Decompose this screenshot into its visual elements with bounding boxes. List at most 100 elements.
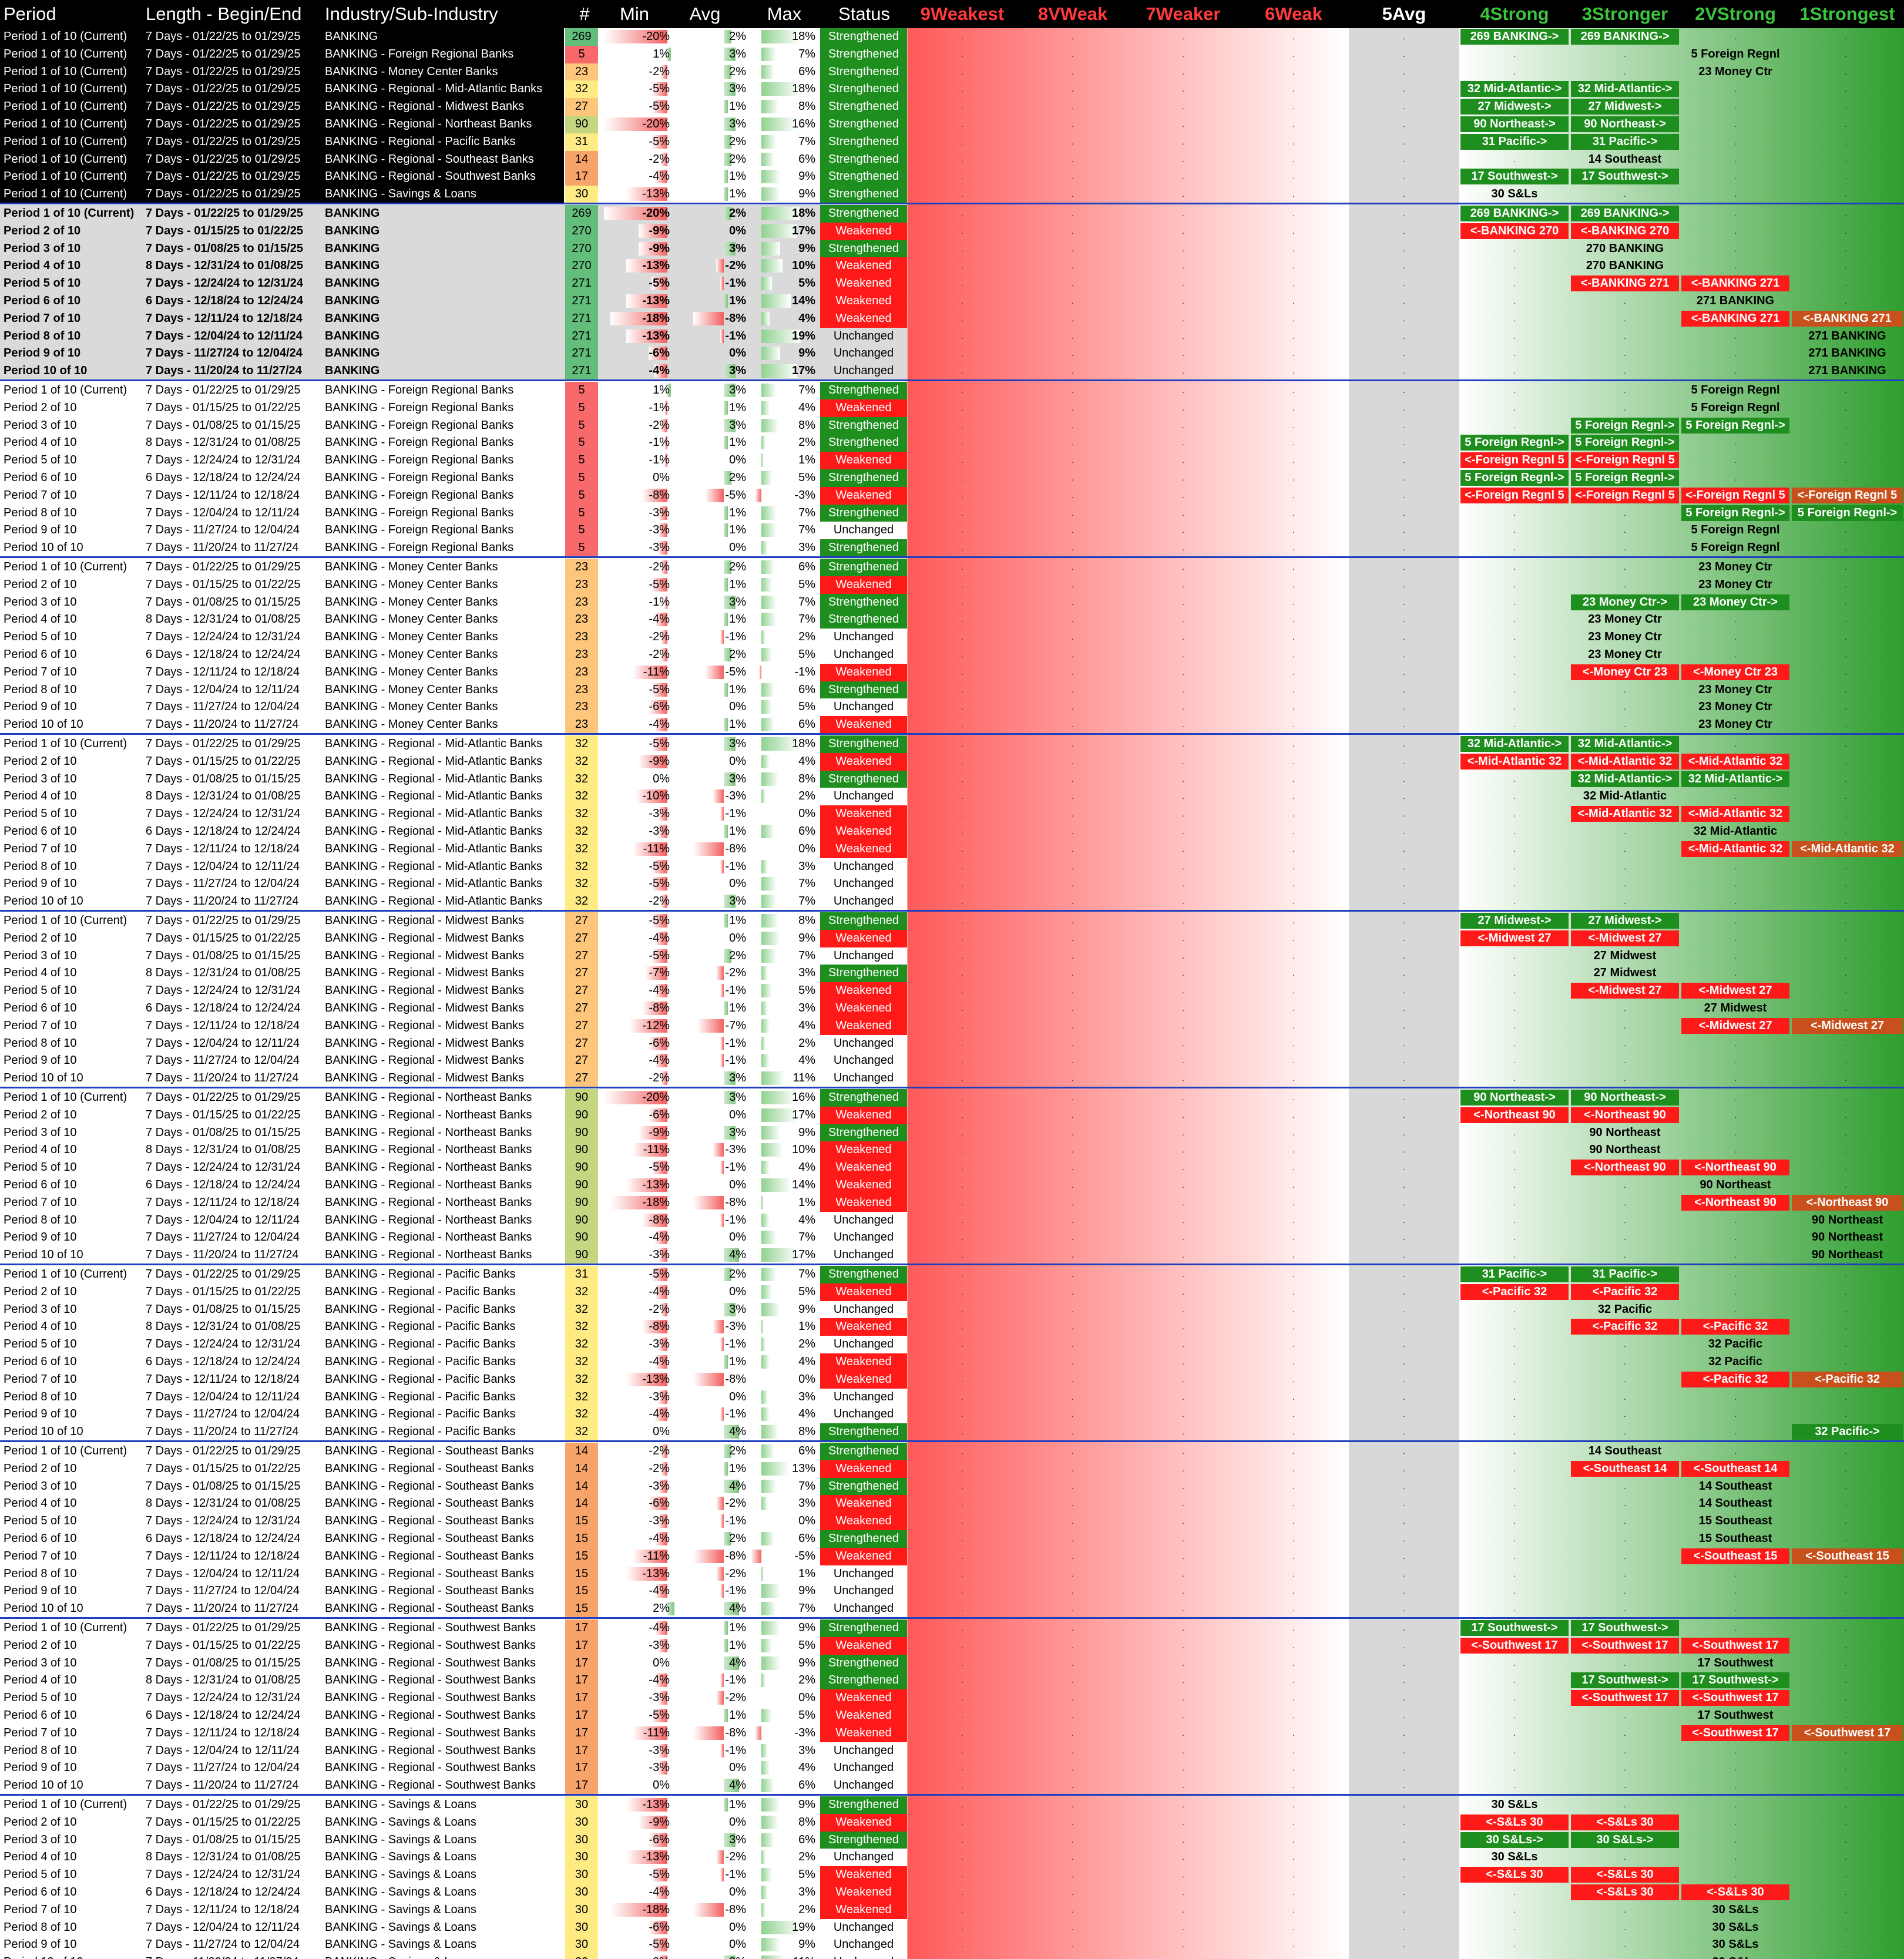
dot-marker: .	[1845, 684, 1847, 694]
max-bar	[751, 1549, 761, 1563]
status-cell: Weakened	[820, 663, 907, 681]
dot-marker: .	[1624, 66, 1626, 76]
dot-marker: .	[961, 331, 963, 341]
count-cell: 32	[565, 1353, 598, 1371]
max-value: 3%	[798, 1743, 815, 1757]
dot-marker: .	[1403, 1127, 1405, 1137]
length-cell: 7 Days - 11/20/24 to 11/27/24	[146, 895, 299, 908]
status-cell: Unchanged	[833, 1567, 894, 1580]
avg-value: 0%	[729, 224, 746, 237]
dot-marker: .	[961, 1551, 963, 1561]
dot-marker: .	[1072, 1870, 1074, 1880]
table-row: Period 8 of 10 7 Days - 12/04/24 to 12/11…	[0, 858, 1904, 876]
min-value: -2%	[649, 895, 670, 908]
avg-value: -8%	[725, 311, 746, 325]
category-cell: 17 Southwest->	[1460, 169, 1569, 185]
length-cell: 7 Days - 12/24/24 to 12/31/24	[146, 277, 303, 290]
dot-marker: .	[1403, 420, 1405, 430]
dot-marker: .	[961, 1215, 963, 1225]
dot-marker: .	[1845, 154, 1847, 164]
avg-value: 3%	[729, 1091, 746, 1104]
status-cell: Unchanged	[833, 630, 894, 644]
dot-marker: .	[961, 791, 963, 801]
dot-marker: .	[1403, 348, 1405, 358]
count-cell: 31	[565, 1266, 598, 1283]
dot-marker: .	[1292, 1763, 1295, 1773]
dot-marker: .	[1403, 1711, 1405, 1720]
dot-marker: .	[1845, 172, 1847, 182]
category-cell: <-Northeast 90	[1792, 1194, 1903, 1211]
dot-marker: .	[1513, 597, 1516, 607]
dot-marker: .	[1292, 490, 1295, 500]
count-cell: 30	[565, 1884, 598, 1901]
dot-marker: .	[961, 278, 963, 288]
industry-cell: BANKING - Regional - Southeast Banks	[325, 152, 534, 166]
category-cell: <-BANKING 270	[1460, 223, 1569, 239]
min-bar	[654, 1407, 667, 1422]
category-cell: <-Mid-Atlantic 32	[1571, 753, 1679, 770]
dot-marker: .	[1845, 1498, 1847, 1508]
dot-marker: .	[1072, 1056, 1074, 1066]
period-cell: Period 1 of 10 (Current)	[4, 82, 127, 96]
industry-cell: BANKING - Regional - Northeast Banks	[325, 1178, 532, 1191]
count-cell: 23	[565, 698, 598, 717]
dot-marker: .	[961, 313, 963, 323]
dot-marker: .	[961, 614, 963, 624]
max-value: 2%	[798, 436, 815, 449]
max-value: 0%	[798, 1691, 815, 1705]
min-bar	[642, 1320, 667, 1334]
industry-cell: BANKING - Money Center Banks	[325, 648, 498, 661]
dot-marker: .	[1182, 1623, 1184, 1632]
dot-marker: .	[1624, 1481, 1626, 1491]
min-value: -13%	[642, 294, 670, 307]
count-cell: 270	[565, 257, 598, 275]
dot-marker: .	[961, 1675, 963, 1685]
avg-bar	[724, 1955, 736, 1959]
count-cell: 17	[565, 1777, 598, 1795]
table-row: Period 3 of 10 7 Days - 01/08/25 to 01/15…	[0, 416, 1904, 435]
min-value: -12%	[642, 1019, 670, 1032]
min-value: -3%	[649, 1479, 670, 1493]
dot-marker: .	[1734, 1427, 1737, 1437]
dot-marker: .	[1072, 1269, 1074, 1279]
dot-marker: .	[1072, 896, 1074, 906]
dot-marker: .	[1624, 844, 1626, 854]
dot-marker: .	[1403, 1056, 1405, 1066]
dot-marker: .	[1292, 261, 1295, 271]
table-row: Period 6 of 10 6 Days - 12/18/24 to 12/24…	[0, 1000, 1904, 1017]
max-bar	[761, 1036, 766, 1050]
dot-marker: .	[1403, 1427, 1405, 1437]
dot-marker: .	[1292, 366, 1295, 376]
category-cell: 5 Foreign Regnl->	[1792, 505, 1903, 521]
table-row: Period 6 of 10 6 Days - 12/18/24 to 12/24…	[0, 1530, 1904, 1548]
dot-marker: .	[1513, 1374, 1516, 1384]
avg-value: -2%	[725, 966, 746, 980]
period-cell: Period 5 of 10	[4, 1338, 77, 1351]
dot-marker: .	[961, 1763, 963, 1773]
avg-bar	[693, 1195, 724, 1209]
dot-marker: .	[1624, 1800, 1626, 1809]
min-value: -6%	[649, 1036, 670, 1050]
category-cell: <-BANKING 271	[1681, 310, 1789, 327]
dot-marker: .	[1403, 1834, 1405, 1844]
avg-bar	[712, 789, 724, 804]
dot-marker: .	[1403, 809, 1405, 819]
period-cell: Period 2 of 10	[4, 577, 77, 591]
dot-marker: .	[1513, 296, 1516, 305]
dot-marker: .	[1292, 1780, 1295, 1790]
max-bar	[761, 754, 770, 768]
category-cell: 32 Mid-Atlantic->	[1571, 771, 1679, 787]
count-cell: 17	[565, 168, 598, 186]
industry-cell: BANKING - Regional - Pacific Banks	[325, 1425, 516, 1439]
dot-marker: .	[1182, 579, 1184, 589]
dot-marker: .	[1403, 1110, 1405, 1120]
dot-marker: .	[1513, 366, 1516, 376]
max-value: 3%	[798, 541, 815, 555]
dot-marker: .	[1734, 154, 1737, 164]
dot-marker: .	[1403, 1586, 1405, 1596]
dot-marker: .	[1072, 614, 1074, 624]
dot-marker: .	[1292, 525, 1295, 535]
dot-marker: .	[1072, 1409, 1074, 1419]
dot-marker: .	[1624, 826, 1626, 836]
max-value: 8%	[798, 772, 815, 785]
